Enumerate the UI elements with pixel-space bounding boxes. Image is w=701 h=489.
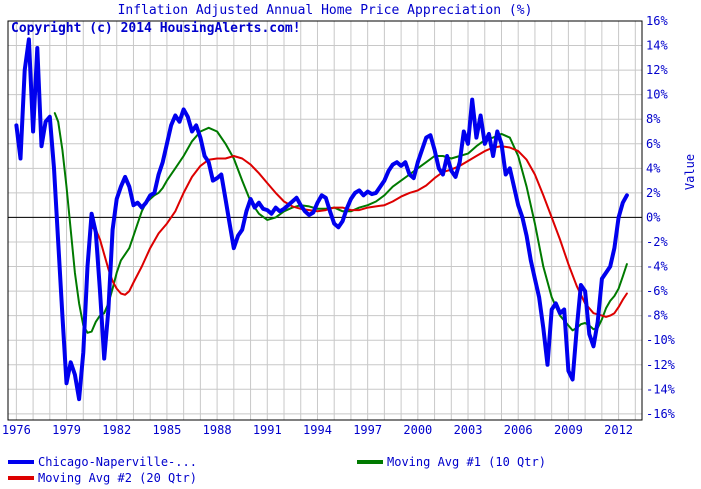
y-tick-label: 0% <box>646 210 661 224</box>
y-tick-label: -16% <box>646 407 676 421</box>
y-tick-label: 8% <box>646 112 661 126</box>
y-tick-label: 10% <box>646 88 668 102</box>
y-tick-label: 2% <box>646 186 661 200</box>
legend-label-1: Chicago-Naperville-... <box>38 455 197 469</box>
x-tick-label: 2000 <box>403 423 432 437</box>
series-line-1 <box>14 37 629 402</box>
x-tick-label: 1988 <box>203 423 232 437</box>
y-tick-label: -12% <box>646 358 676 372</box>
y-tick-label: 6% <box>646 137 661 151</box>
x-tick-label: 1982 <box>102 423 131 437</box>
y-tick-label: -2% <box>646 235 668 249</box>
series-line-3 <box>90 145 628 318</box>
x-tick-label: 1991 <box>253 423 282 437</box>
x-tick-label: 2012 <box>604 423 633 437</box>
plot-frame <box>7 20 643 421</box>
y-tick-label: 4% <box>646 161 661 175</box>
copyright-annotation: Copyright (c) 2014 HousingAlerts.com! <box>11 21 301 36</box>
series-layer <box>14 37 629 402</box>
x-tick-label: 1997 <box>353 423 382 437</box>
x-tick-label: 2009 <box>554 423 583 437</box>
grid <box>8 20 642 420</box>
y-tick-label: 12% <box>646 63 668 77</box>
y-tick-label: -6% <box>646 284 668 298</box>
legend: Chicago-Naperville-... Moving Avg #1 (10 … <box>8 455 546 485</box>
x-tick-label: 2006 <box>504 423 533 437</box>
x-axis-tick-labels: 1976 1979 1982 1985 1988 1991 1994 1997 2000 2003… <box>2 423 633 437</box>
x-tick-label: 2003 <box>454 423 483 437</box>
legend-label-3: Moving Avg #2 (20 Qtr) <box>38 471 197 485</box>
y-axis-label: Value <box>683 154 697 190</box>
x-tick-label: 1979 <box>52 423 81 437</box>
y-tick-label: -8% <box>646 309 668 323</box>
y-axis-tick-labels: 16% 14% 12% 10% 8% 6% 4% 2% 0% -2% -4% -6% -8% -10% -1… <box>646 14 676 421</box>
legend-label-2: Moving Avg #1 (10 Qtr) <box>387 455 546 469</box>
chart-title: Inflation Adjusted Annual Home Price App… <box>118 3 533 18</box>
y-tick-label: -10% <box>646 333 676 347</box>
x-tick-label: 1985 <box>152 423 181 437</box>
y-tick-label: -14% <box>646 382 676 396</box>
y-tick-label: 14% <box>646 39 668 53</box>
y-tick-label: -4% <box>646 260 668 274</box>
x-tick-label: 1994 <box>303 423 332 437</box>
y-tick-label: 16% <box>646 14 668 28</box>
x-tick-label: 1976 <box>2 423 31 437</box>
